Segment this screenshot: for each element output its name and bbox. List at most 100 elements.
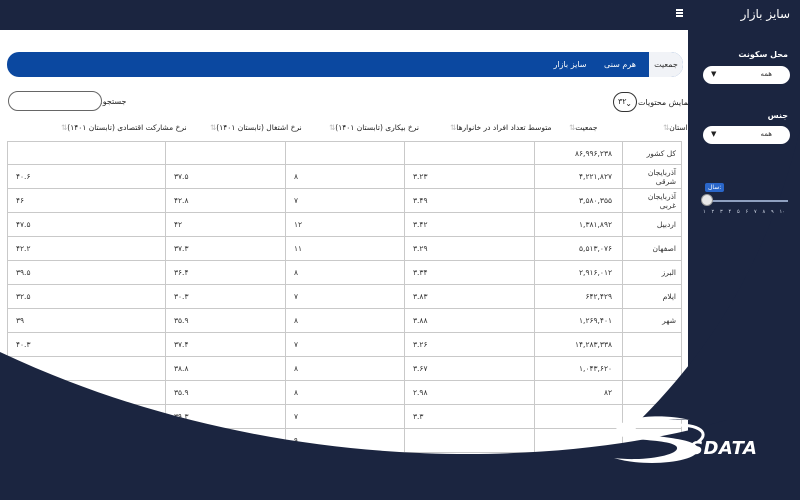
table-row[interactable]: ایلام ۶۴۲,۴۲۹ ۳.۸۳ ۷ ۳۰.۳ ۳۲.۵: [7, 284, 682, 309]
cell-employment: ۳۷.۳: [165, 236, 286, 261]
cell-employment: ۳۸.۸: [165, 356, 286, 381]
cell-population: ۳,۵۸۰,۳۵۵: [534, 188, 623, 213]
cell-participation: ۳۸.۹: [7, 380, 166, 405]
show-entries-select[interactable]: ۳۲ ⌄: [613, 92, 637, 112]
col-header-avg-household[interactable]: متوسط تعداد افراد در خانوارها⇅: [450, 123, 552, 132]
tab-market-size[interactable]: سایز بازار: [553, 60, 587, 69]
cell-employment: [165, 141, 286, 165]
col-header-participation[interactable]: نرخ مشارکت اقتصادی (تابستان ۱۴۰۱)⇅: [61, 123, 187, 132]
year-slider-handle[interactable]: [701, 194, 713, 206]
slider-tick: ۸: [762, 209, 766, 215]
cell-population: ۱,۲۶۹,۴۰۱: [534, 308, 623, 333]
cell-employment: ۳۷.۵: [165, 164, 286, 189]
cell-employment: ۴۲.۸: [165, 188, 286, 213]
gender-select[interactable]: همه ▼: [703, 126, 790, 144]
col-header-employment[interactable]: نرخ اشتغال (تابستان ۱۴۰۱)⇅: [210, 123, 302, 132]
cell-population: ۶۴۲,۴۲۹: [534, 284, 623, 309]
tab-bar: جمعیت هرم سنی جمعیت سایز بازار: [7, 52, 683, 77]
show-entries-value: ۳۲: [618, 97, 627, 106]
cell-avg-household: [404, 141, 535, 165]
cell-employment: ۳۵.۹: [165, 380, 286, 405]
cell-province: آذربایجان شرقی: [622, 164, 682, 189]
slider-tick: ۵: [737, 209, 740, 215]
top-bar: سایز بازار: [0, 0, 800, 30]
slider-tick: ۲: [711, 209, 715, 215]
year-slider-track[interactable]: [707, 200, 788, 202]
cell-avg-household: [404, 428, 535, 453]
table-row[interactable]: ۱۴,۲۸۳,۳۳۸ ۳.۲۶ ۷ ۳۷.۴ ۴۰.۳: [7, 332, 682, 357]
cell-population: ۱۴,۲۸۳,۳۳۸: [534, 332, 623, 357]
brand-name: SDATA: [690, 438, 758, 459]
col-header-population[interactable]: جمعیت⇅: [569, 123, 598, 132]
location-label: محل سکونت: [738, 50, 788, 59]
cell-participation: ۴۶: [7, 188, 166, 213]
data-table: کل کشور ۸۶,۹۹۶,۲۳۸ آذربایجان شرقی ۴,۲۲۱,۸۲۷…: [7, 141, 682, 453]
table-row[interactable]: آذربایجان شرقی ۴,۲۲۱,۸۲۷ ۳.۲۳ ۸ ۳۷.۵ ۴۰.۶: [7, 164, 682, 189]
search-label: جستجو:: [100, 97, 127, 106]
search-input[interactable]: [8, 91, 102, 111]
table-row[interactable]: البرز ۲,۹۱۶,۰۱۲ ۳.۳۴ ۸ ۳۶.۴ ۳۹.۵: [7, 260, 682, 285]
table-row[interactable]: شهر ۱,۲۶۹,۴۰۱ ۳.۸۸ ۸ ۳۵.۹ ۳۹: [7, 308, 682, 333]
cell-employment: ۴۲: [165, 212, 286, 237]
cell-population: ۲,۹۱۶,۰۱۲: [534, 260, 623, 285]
cell-employment: ۳۰.۳: [165, 284, 286, 309]
cell-province: کل کشور: [622, 141, 682, 165]
cell-employment: ۳۹.۳: [165, 404, 286, 429]
cell-unemployment: ۷: [285, 284, 405, 309]
slider-tick: ۳: [720, 209, 723, 215]
caret-down-icon: ▼: [711, 70, 717, 78]
location-value: همه: [760, 70, 773, 78]
cell-participation: ۴۷.۵: [7, 212, 166, 237]
location-select[interactable]: همه ▼: [703, 66, 790, 84]
cell-participation: ۴۰.۶: [7, 164, 166, 189]
cell-avg-household: ۳.۲۹: [404, 236, 535, 261]
cell-avg-household: ۳.۴۹: [404, 188, 535, 213]
slider-tick: ۴: [728, 209, 732, 215]
caret-down-icon: ▼: [711, 130, 717, 138]
cell-province: [622, 332, 682, 357]
cell-participation: ۳۲.۵: [7, 284, 166, 309]
cell-employment: ۳۷.۴: [165, 332, 286, 357]
slider-tick: ۱: [703, 209, 706, 215]
cell-participation: [7, 141, 166, 165]
year-slider-ticks: ۱ ۲ ۳ ۴ ۵ ۶ ۷ ۸ ۹ ۱۰: [703, 209, 789, 217]
cell-unemployment: ۸: [285, 308, 405, 333]
gender-value: همه: [760, 130, 773, 138]
table-row[interactable]: کل کشور ۸۶,۹۹۶,۲۳۸: [7, 141, 682, 165]
cell-participation: ۴۲.۱: [7, 356, 166, 381]
cell-population: ۴,۲۲۱,۸۲۷: [534, 164, 623, 189]
cell-province: اردبیل: [622, 212, 682, 237]
cell-population: ۸۶,۹۹۶,۲۳۸: [534, 141, 623, 165]
cell-province: شهر: [622, 308, 682, 333]
cell-participation: ۴۰.۳: [7, 332, 166, 357]
cell-population: ۱,۳۸۱,۸۹۲: [534, 212, 623, 237]
menu-icon[interactable]: [676, 9, 683, 19]
cell-province: [622, 356, 682, 381]
cell-population: ۱,۰۴۳,۶۲۰: [534, 356, 623, 381]
table-row[interactable]: ۹ ۳۹.۶: [7, 428, 682, 453]
col-header-province[interactable]: استان⇅: [663, 123, 688, 132]
table-row[interactable]: ۳.۳ ۷ ۳۹.۳ ۴۲.۴: [7, 404, 682, 429]
col-header-unemployment[interactable]: نرخ بیکاری (تابستان ۱۴۰۱)⇅: [329, 123, 419, 132]
cell-avg-household: ۳.۳۴: [404, 260, 535, 285]
gender-label: جنس: [767, 111, 788, 120]
tab-population[interactable]: جمعیت: [649, 52, 683, 77]
tab-age-pyramid[interactable]: هرم سنی جمعیت: [604, 60, 636, 69]
cell-unemployment: ۸: [285, 164, 405, 189]
cell-avg-household: ۳.۸۳: [404, 284, 535, 309]
cell-unemployment: ۱۱: [285, 236, 405, 261]
sdata-logo-icon: [614, 416, 705, 463]
table-row[interactable]: ۱,۰۴۳,۶۲۰ ۳.۶۷ ۸ ۳۸.۸ ۴۲.۱: [7, 356, 682, 381]
cell-avg-household: ۲.۹۸: [404, 380, 535, 405]
table-row[interactable]: اردبیل ۱,۳۸۱,۸۹۲ ۳.۴۲ ۱۲ ۴۲ ۴۷.۵: [7, 212, 682, 237]
cell-unemployment: ۸: [285, 380, 405, 405]
cell-province: البرز: [622, 260, 682, 285]
cell-province: ایلام: [622, 284, 682, 309]
table-row[interactable]: ۸۲ ۲.۹۸ ۸ ۳۵.۹ ۳۸.۹: [7, 380, 682, 405]
year-slider-label: سال:: [705, 183, 725, 192]
cell-employment: ۳۹.۶: [165, 428, 286, 453]
cell-participation: ۳۹: [7, 308, 166, 333]
table-row[interactable]: اصفهان ۵,۵۱۳,۰۷۶ ۳.۲۹ ۱۱ ۳۷.۳ ۴۲.۲: [7, 236, 682, 261]
table-row[interactable]: آذربایجان غربی ۳,۵۸۰,۳۵۵ ۳.۴۹ ۷ ۴۲.۸ ۴۶: [7, 188, 682, 213]
slider-tick: ۹: [771, 209, 774, 215]
